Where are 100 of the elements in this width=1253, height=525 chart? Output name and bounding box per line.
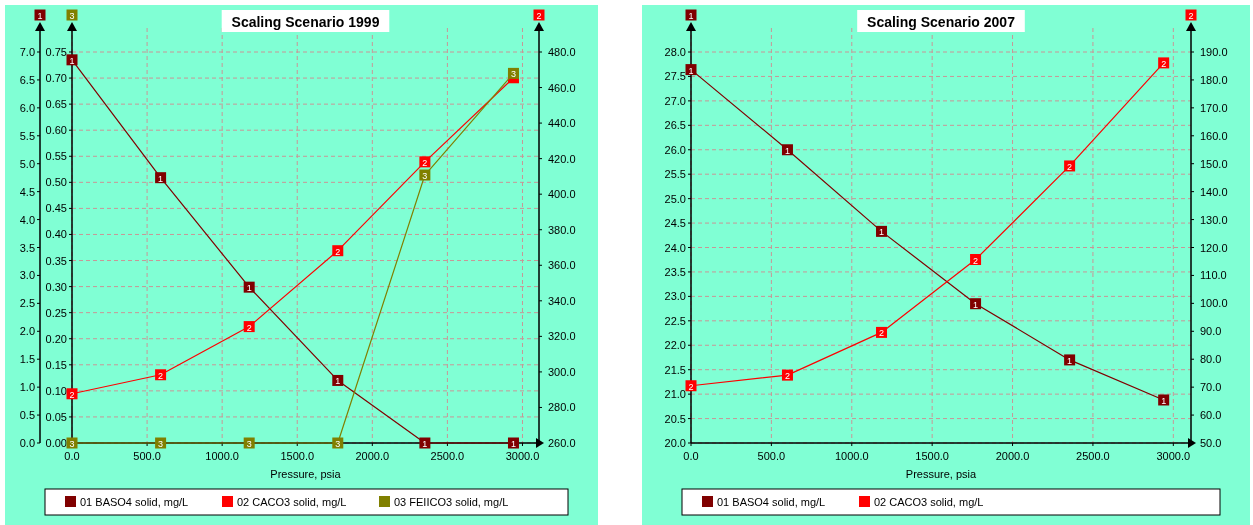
y-tick-label: 2.5 <box>19 297 35 310</box>
y3-tick-label: 0.60 <box>45 124 67 137</box>
text: 1 <box>246 283 252 294</box>
y2-tick-label: 140.0 <box>1200 185 1228 198</box>
x-tick-label: 2000.0 <box>995 450 1030 462</box>
y-tick-label: 1.0 <box>19 381 35 394</box>
annotation: 1 <box>688 65 694 76</box>
x-tick-label: 500.0 <box>757 450 786 462</box>
y2-tick-label: 110.0 <box>1200 269 1227 282</box>
text: 1 <box>510 439 516 449</box>
text: 1 <box>973 299 979 310</box>
y2-tick-label: 150.0 <box>1200 157 1228 170</box>
x-tick-label: 0.0 <box>64 450 80 462</box>
y-tick-label: 3.0 <box>19 269 35 282</box>
text: 2 <box>158 370 164 381</box>
text: 1 <box>158 173 164 184</box>
y2-tick-label: 360.0 <box>548 259 576 272</box>
axis-key-icon: 1 <box>685 9 697 21</box>
y2-tick-label: 260.0 <box>548 437 576 449</box>
x-tick-label: 1000.0 <box>834 450 869 462</box>
y-tick-label: 2.0 <box>19 325 35 338</box>
y2-tick-label: 130.0 <box>1200 213 1228 226</box>
y2-tick-label: 100.0 <box>1200 297 1228 310</box>
y3-tick-label: 0.40 <box>45 228 67 241</box>
text: 2 <box>246 322 252 333</box>
legend-label: 03 FEIICO3 solid, mg/L <box>394 496 509 508</box>
y2-tick-label: 180.0 <box>1200 73 1228 86</box>
annotation: 3 <box>69 439 75 449</box>
y2-tick-label: 60.0 <box>1200 409 1222 422</box>
y2-tick-label: 90.0 <box>1200 325 1222 338</box>
y2-tick-label: 170.0 <box>1200 101 1228 114</box>
y-tick-label: 22.0 <box>664 339 686 352</box>
x-tick-label: 2500.0 <box>430 450 465 462</box>
y3-tick-label: 0.65 <box>45 98 67 111</box>
x-tick-label: 1000.0 <box>205 450 239 462</box>
text: 1 <box>879 227 885 238</box>
axis-key-icon: 2 <box>1185 9 1197 21</box>
y2-tick-label: 400.0 <box>548 188 576 201</box>
x-axis-title: Pressure, psia <box>270 468 342 480</box>
text: 1 <box>1161 395 1167 406</box>
text: 2 <box>335 246 341 257</box>
y3-tick-label: 0.15 <box>45 358 67 371</box>
y-tick-label: 6.0 <box>19 101 35 114</box>
y-tick-label: 6.5 <box>19 73 35 86</box>
text: 1 <box>335 376 341 387</box>
y2-tick-label: 300.0 <box>548 365 576 378</box>
y-tick-label: 4.5 <box>19 185 35 198</box>
y-tick-label: 28.0 <box>664 46 686 58</box>
y2-tick-label: 380.0 <box>548 223 576 236</box>
text: 2 <box>422 157 428 168</box>
y-tick-label: 20.5 <box>664 412 686 425</box>
text: 2 <box>1161 58 1167 69</box>
x-tick-label: 3000.0 <box>1156 450 1191 462</box>
y3-tick-label: 0.55 <box>45 150 67 163</box>
y3-tick-label: 0.00 <box>45 437 67 449</box>
y-tick-label: 0.5 <box>19 409 35 422</box>
x-tick-label: 2500.0 <box>1076 450 1110 462</box>
y-tick-label: 20.0 <box>664 437 686 449</box>
y-tick-label: 25.5 <box>664 168 686 181</box>
y-tick-label: 22.5 <box>664 314 686 327</box>
y-tick-label: 23.0 <box>664 290 686 303</box>
axis-key-icon: 3 <box>66 9 78 21</box>
y-tick-label: 25.0 <box>664 192 686 205</box>
x-tick-label: 2000.0 <box>355 450 390 462</box>
text: 2 <box>879 328 885 339</box>
y-tick-label: 27.0 <box>664 94 686 107</box>
y2-tick-label: 480.0 <box>548 46 576 58</box>
chart-title: Scaling Scenario 1999 <box>231 14 380 30</box>
text: 2 <box>973 255 979 266</box>
y3-tick-label: 0.75 <box>45 46 67 58</box>
y2-tick-label: 80.0 <box>1200 353 1222 366</box>
text: 1 <box>422 439 428 449</box>
text: 3 <box>510 69 516 80</box>
x-tick-label: 0.0 <box>683 450 699 462</box>
y-tick-label: 7.0 <box>19 46 35 58</box>
y-tick-label: 3.5 <box>19 241 35 254</box>
y3-tick-label: 0.05 <box>45 410 67 423</box>
y-tick-label: 21.5 <box>664 363 686 376</box>
y3-tick-label: 0.45 <box>45 202 67 215</box>
text: 2 <box>1067 161 1073 172</box>
x-axis-title: Pressure, psia <box>905 468 978 480</box>
y2-tick-label: 340.0 <box>548 294 576 307</box>
y-tick-label: 0.0 <box>19 437 35 449</box>
y-tick-label: 23.5 <box>664 265 686 278</box>
x-tick-label: 1500.0 <box>280 450 315 462</box>
chart-title: Scaling Scenario 2007 <box>867 14 1016 30</box>
y2-tick-label: 50.0 <box>1200 437 1222 449</box>
annotation: 1 <box>69 55 75 66</box>
legend-label: 02 CACO3 solid, mg/L <box>874 496 984 508</box>
annotation: 2 <box>688 381 694 392</box>
x-tick-label: 3000.0 <box>505 450 540 462</box>
annotation: 2 <box>69 389 75 400</box>
text: 3 <box>158 439 164 449</box>
y-tick-label: 26.0 <box>664 143 686 156</box>
y-tick-label: 5.0 <box>19 157 35 170</box>
axis-key-icon: 2 <box>533 9 545 21</box>
y-tick-label: 1.5 <box>19 353 35 366</box>
x-tick-label: 500.0 <box>133 450 161 462</box>
x-tick-label: 1500.0 <box>915 450 949 462</box>
y3-tick-label: 0.20 <box>45 332 67 345</box>
